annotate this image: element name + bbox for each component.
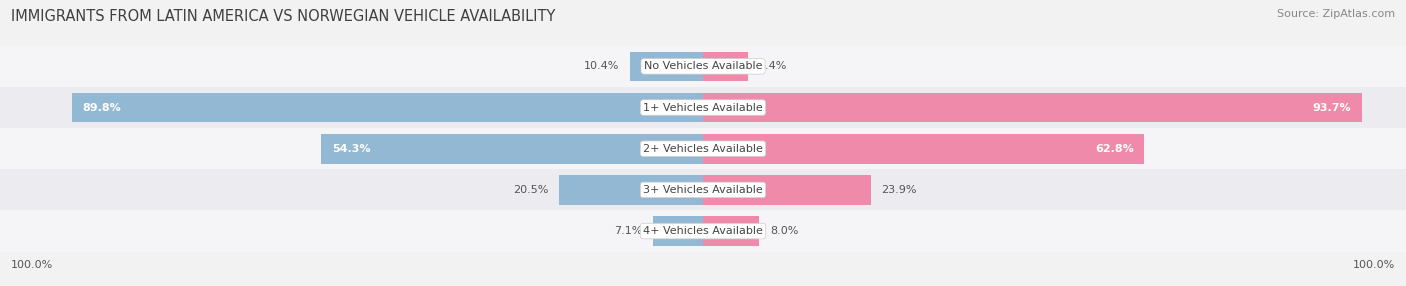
Bar <box>703 93 1361 122</box>
Text: 10.4%: 10.4% <box>583 61 619 71</box>
Bar <box>560 175 703 205</box>
Bar <box>0 46 1406 87</box>
Text: 89.8%: 89.8% <box>82 103 121 112</box>
Bar <box>703 175 872 205</box>
Text: 100.0%: 100.0% <box>11 260 53 270</box>
Text: 4+ Vehicles Available: 4+ Vehicles Available <box>643 226 763 236</box>
Bar <box>703 134 1144 164</box>
Bar <box>0 210 1406 252</box>
Text: 23.9%: 23.9% <box>882 185 917 195</box>
Text: 62.8%: 62.8% <box>1095 144 1135 154</box>
Bar <box>652 216 703 246</box>
Bar <box>703 51 748 81</box>
Bar <box>630 51 703 81</box>
Text: 1+ Vehicles Available: 1+ Vehicles Available <box>643 103 763 112</box>
Bar <box>0 87 1406 128</box>
Text: 20.5%: 20.5% <box>513 185 548 195</box>
Text: 6.4%: 6.4% <box>759 61 787 71</box>
Text: 2+ Vehicles Available: 2+ Vehicles Available <box>643 144 763 154</box>
Text: IMMIGRANTS FROM LATIN AMERICA VS NORWEGIAN VEHICLE AVAILABILITY: IMMIGRANTS FROM LATIN AMERICA VS NORWEGI… <box>11 9 555 23</box>
Text: 7.1%: 7.1% <box>614 226 643 236</box>
Bar <box>0 169 1406 210</box>
Bar <box>72 93 703 122</box>
Text: No Vehicles Available: No Vehicles Available <box>644 61 762 71</box>
Bar <box>0 128 1406 169</box>
Bar <box>703 216 759 246</box>
Text: 100.0%: 100.0% <box>1353 260 1395 270</box>
Text: 93.7%: 93.7% <box>1313 103 1351 112</box>
Bar <box>321 134 703 164</box>
Text: 3+ Vehicles Available: 3+ Vehicles Available <box>643 185 763 195</box>
Text: 8.0%: 8.0% <box>770 226 799 236</box>
Text: Source: ZipAtlas.com: Source: ZipAtlas.com <box>1277 9 1395 19</box>
Text: 54.3%: 54.3% <box>332 144 370 154</box>
